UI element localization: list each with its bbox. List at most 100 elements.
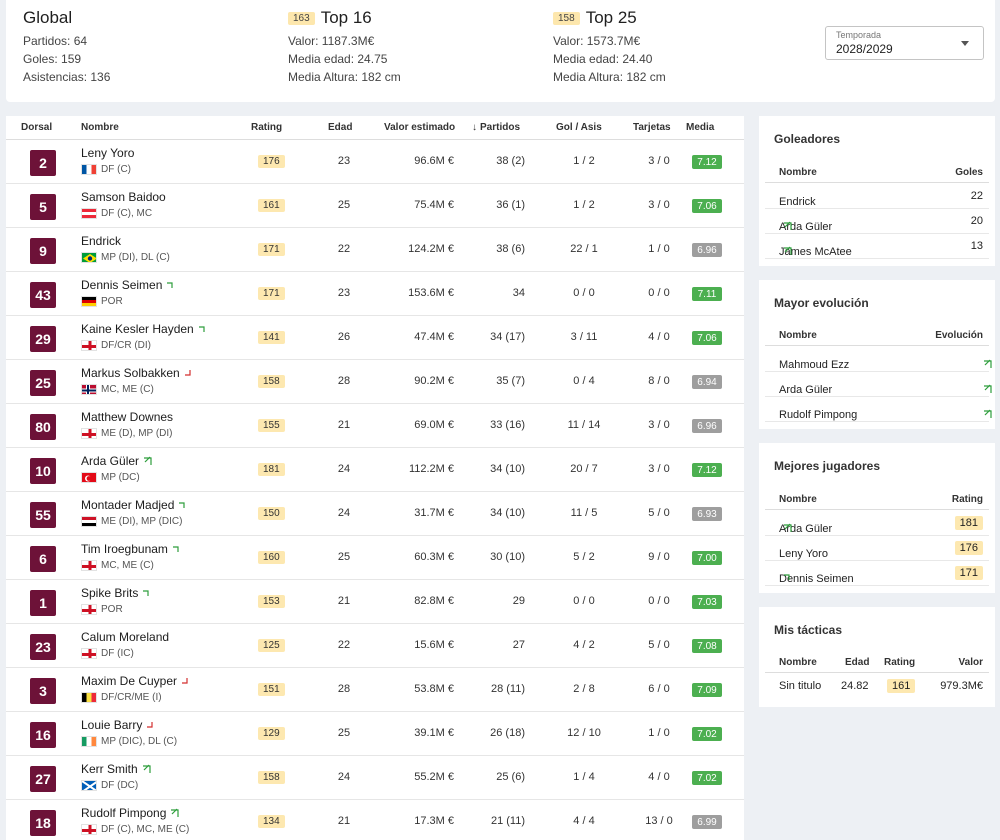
table-row[interactable]: 80 Matthew Downes ME (D), MP (DI) 155 21… [6,404,744,448]
chevron-down-icon [961,41,969,46]
rating-badge: 129 [258,727,285,740]
table-row[interactable]: 27 Kerr Smith DF (DC) 158 24 55.2M € 25 … [6,756,744,800]
table-row[interactable]: 18 Rudolf Pimpong DF (C), MC, ME (C) 134… [6,800,744,840]
table-row[interactable]: 10 Arda Güler MP (DC) 181 24 112.2M € 34… [6,448,744,492]
player-name[interactable]: Kerr Smith [81,762,153,776]
table-row[interactable]: 29 Kaine Kesler Hayden DF/CR (DI) 141 26… [6,316,744,360]
table-row[interactable]: 6 Tim Iroegbunam MC, ME (C) 160 25 60.3M… [6,536,744,580]
evolucion-row[interactable]: Mahmoud Ezz [765,347,992,372]
flag-at-icon [81,208,97,219]
mejores-row[interactable]: Leny Yoro 176 [765,536,989,561]
trend-up-icon [783,573,792,581]
evolucion-title: Mayor evolución [774,296,869,310]
table-row[interactable]: 23 Calum Moreland DF (IC) 125 22 15.6M €… [6,624,744,668]
player-name[interactable]: Maxim De Cuyper [81,674,190,688]
player-name[interactable]: Louie Barry [81,718,155,732]
player-name-label: Leny Yoro [81,146,135,160]
valor-cell: 60.3M € [414,551,454,563]
dorsal-badge: 55 [30,502,56,528]
tarjetas-cell: 4 / 0 [648,771,670,783]
table-row[interactable]: 1 Spike Brits POR 153 21 82.8M € 29 0 / … [6,580,744,624]
tacticas-row[interactable]: Sin titulo 24.82 161 979.3M€ [765,674,989,699]
top16-altura: Media Altura: 182 cm [288,70,401,84]
header-nombre[interactable]: Nombre [81,122,119,133]
header-partidos[interactable]: ↓ Partidos [472,122,520,133]
valor-cell: 124.2M € [408,243,454,255]
player-name[interactable]: Markus Solbakken [81,366,193,380]
header-edad[interactable]: Edad [328,122,353,133]
edad-cell: 28 [337,375,351,387]
tarjetas-cell: 9 / 0 [648,551,670,563]
header-gol-asis[interactable]: Gol / Asis [556,122,602,133]
evolucion-row[interactable]: Arda Güler [765,372,992,397]
goleadores-col-nombre: Nombre [779,167,817,178]
trend-strong-up-icon [983,359,994,369]
table-row[interactable]: 3 Maxim De Cuyper DF/CR/ME (I) 151 28 53… [6,668,744,712]
gol-asis-cell: 12 / 10 [567,727,601,739]
goleadores-name-label: Endrick [779,196,816,208]
tarjetas-cell: 1 / 0 [648,243,670,255]
goleadores-value: 20 [970,215,983,227]
rating-badge: 161 [258,199,285,212]
edad-cell: 24 [337,463,351,475]
player-name[interactable]: Arda Güler [81,454,154,468]
player-name[interactable]: Rudolf Pimpong [81,806,181,820]
table-row[interactable]: 25 Markus Solbakken MC, ME (C) 158 28 90… [6,360,744,404]
player-name[interactable]: Endrick [81,234,121,248]
header-valor[interactable]: Valor estimado [384,122,456,133]
goleadores-row[interactable]: James McAtee 13 [765,234,989,259]
table-row[interactable]: 43 Dennis Seimen POR 171 23 153.6M € 34 … [6,272,744,316]
player-position: DF (C) [81,164,131,175]
player-position-label: MP (DIC), DL (C) [101,736,178,747]
top16-edad: Media edad: 24.75 [288,52,388,66]
gol-asis-cell: 1 / 4 [573,771,595,783]
media-badge: 7.11 [692,287,722,301]
player-name[interactable]: Leny Yoro [81,146,134,160]
table-row[interactable]: 16 Louie Barry MP (DIC), DL (C) 129 25 3… [6,712,744,756]
player-position: DF/CR (DI) [81,340,151,351]
edad-cell: 22 [337,639,351,651]
player-position: DF (IC) [81,648,134,659]
table-row[interactable]: 9 Endrick MP (DI), DL (C) 171 22 124.2M … [6,228,744,272]
mejores-row[interactable]: Dennis Seimen 171 [765,561,989,586]
table-row[interactable]: 5 Samson Baidoo DF (C), MC 161 25 75.4M … [6,184,744,228]
player-position-label: MP (DC) [101,472,140,483]
player-name[interactable]: Tim Iroegbunam [81,542,181,556]
rating-badge: 160 [258,551,285,564]
header-rating[interactable]: Rating [251,122,283,133]
edad-cell: 21 [337,595,351,607]
valor-cell: 96.6M € [414,155,454,167]
table-row[interactable]: 2 Leny Yoro DF (C) 176 23 96.6M € 38 (2)… [6,140,744,184]
rating-badge: 151 [258,683,285,696]
player-name[interactable]: Kaine Kesler Hayden [81,322,207,336]
header-media[interactable]: Media [686,122,715,133]
edad-cell: 24 [337,771,351,783]
mejores-row[interactable]: Arda Güler 181 [765,511,989,536]
mejores-header: Nombre Rating [765,490,989,510]
gol-asis-cell: 0 / 4 [573,375,595,387]
goleadores-row[interactable]: Endrick 22 [765,184,989,209]
evolucion-row[interactable]: Rudolf Pimpong [765,397,992,422]
player-position-label: DF (DC) [101,780,139,791]
player-position-label: DF/CR/ME (I) [101,692,162,703]
player-name[interactable]: Calum Moreland [81,630,169,644]
player-name[interactable]: Matthew Downes [81,410,173,424]
evolucion-name-label: Rudolf Pimpong [779,409,858,421]
goleadores-row[interactable]: Arda Güler 20 [765,209,989,234]
header-tarjetas[interactable]: Tarjetas [633,122,671,133]
header-dorsal[interactable]: Dorsal [21,122,53,133]
rating-badge: 150 [258,507,285,520]
player-name[interactable]: Dennis Seimen [81,278,175,292]
media-badge: 7.08 [692,639,722,653]
player-name[interactable]: Samson Baidoo [81,190,166,204]
season-select[interactable]: Temporada 2028/2029 [825,26,984,60]
player-name[interactable]: Spike Brits [81,586,151,600]
tacticas-col-valor: Valor [958,657,983,668]
gol-asis-cell: 2 / 8 [573,683,595,695]
player-name[interactable]: Montader Madjed [81,498,187,512]
tarjetas-cell: 4 / 0 [648,331,670,343]
tarjetas-cell: 13 / 0 [645,815,673,827]
media-badge: 7.00 [692,551,722,565]
season-select-label: Temporada [836,30,882,40]
table-row[interactable]: 55 Montader Madjed ME (DI), MP (DIC) 150… [6,492,744,536]
